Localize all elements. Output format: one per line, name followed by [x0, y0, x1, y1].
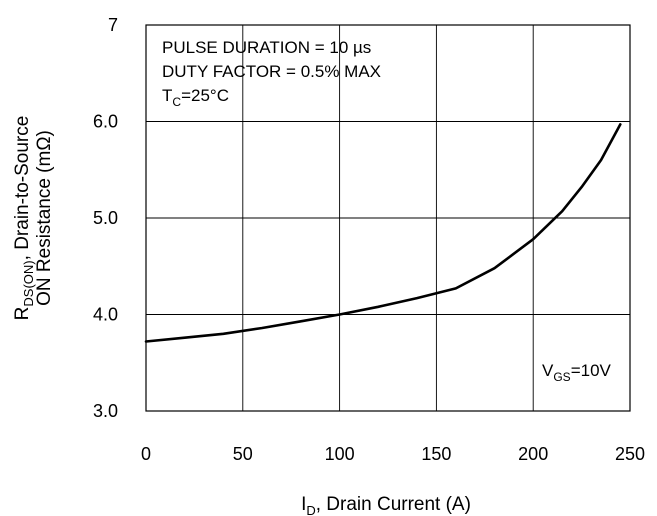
y-tick-label: 4.0	[93, 305, 118, 325]
ylabel-sub: DS(ON)	[21, 260, 36, 306]
grid	[146, 25, 630, 411]
vgs-sub: GS	[553, 370, 570, 384]
resistance-curve	[144, 123, 622, 343]
tc-main: T	[162, 86, 172, 105]
duty-factor-text: DUTY FACTOR = 0.5% MAX	[162, 62, 381, 81]
x-tick-label: 150	[421, 444, 451, 464]
pulse-duration-text: PULSE DURATION = 10 µs	[162, 38, 371, 57]
xlabel-rest: , Drain Current (A)	[316, 494, 471, 515]
x-tick-label: 200	[518, 444, 548, 464]
x-tick-label: 100	[325, 444, 355, 464]
plot-frame	[145, 24, 631, 412]
xlabel-main: I	[301, 494, 306, 515]
xlabel-sub: D	[306, 503, 315, 516]
x-tick-label: 250	[615, 444, 645, 464]
ylabel-main: R	[12, 307, 33, 321]
tc-rest: =25°C	[181, 86, 229, 105]
tick-labels: 0 50 100 150 200 250 3.0 4.0 5.0 6.0 7	[93, 15, 645, 464]
gate-voltage-text: VGS=10V	[542, 361, 612, 384]
y-tick-label: 5.0	[93, 208, 118, 228]
y-axis-label-line1: RDS(ON), Drain-to-Source	[12, 116, 36, 321]
y-axis-label-line2: ON Resistance (mΩ)	[34, 130, 55, 306]
y-axis-label: RDS(ON), Drain-to-Source ON Resistance (…	[12, 116, 55, 321]
tc-sub: C	[172, 95, 181, 109]
y-tick-label: 6.0	[93, 112, 118, 132]
vgs-main: V	[542, 361, 554, 380]
vgs-rest: =10V	[571, 361, 612, 380]
y-tick-label: 7	[108, 15, 118, 35]
case-temperature-text: TC=25°C	[162, 86, 229, 109]
ylabel-rest: , Drain-to-Source	[12, 116, 33, 261]
test-conditions: PULSE DURATION = 10 µs DUTY FACTOR = 0.5…	[162, 38, 381, 109]
y-tick-label: 3.0	[93, 401, 118, 421]
x-tick-label: 50	[233, 444, 253, 464]
x-axis-label: ID, Drain Current (A)	[301, 494, 471, 516]
x-tick-label: 0	[141, 444, 151, 464]
